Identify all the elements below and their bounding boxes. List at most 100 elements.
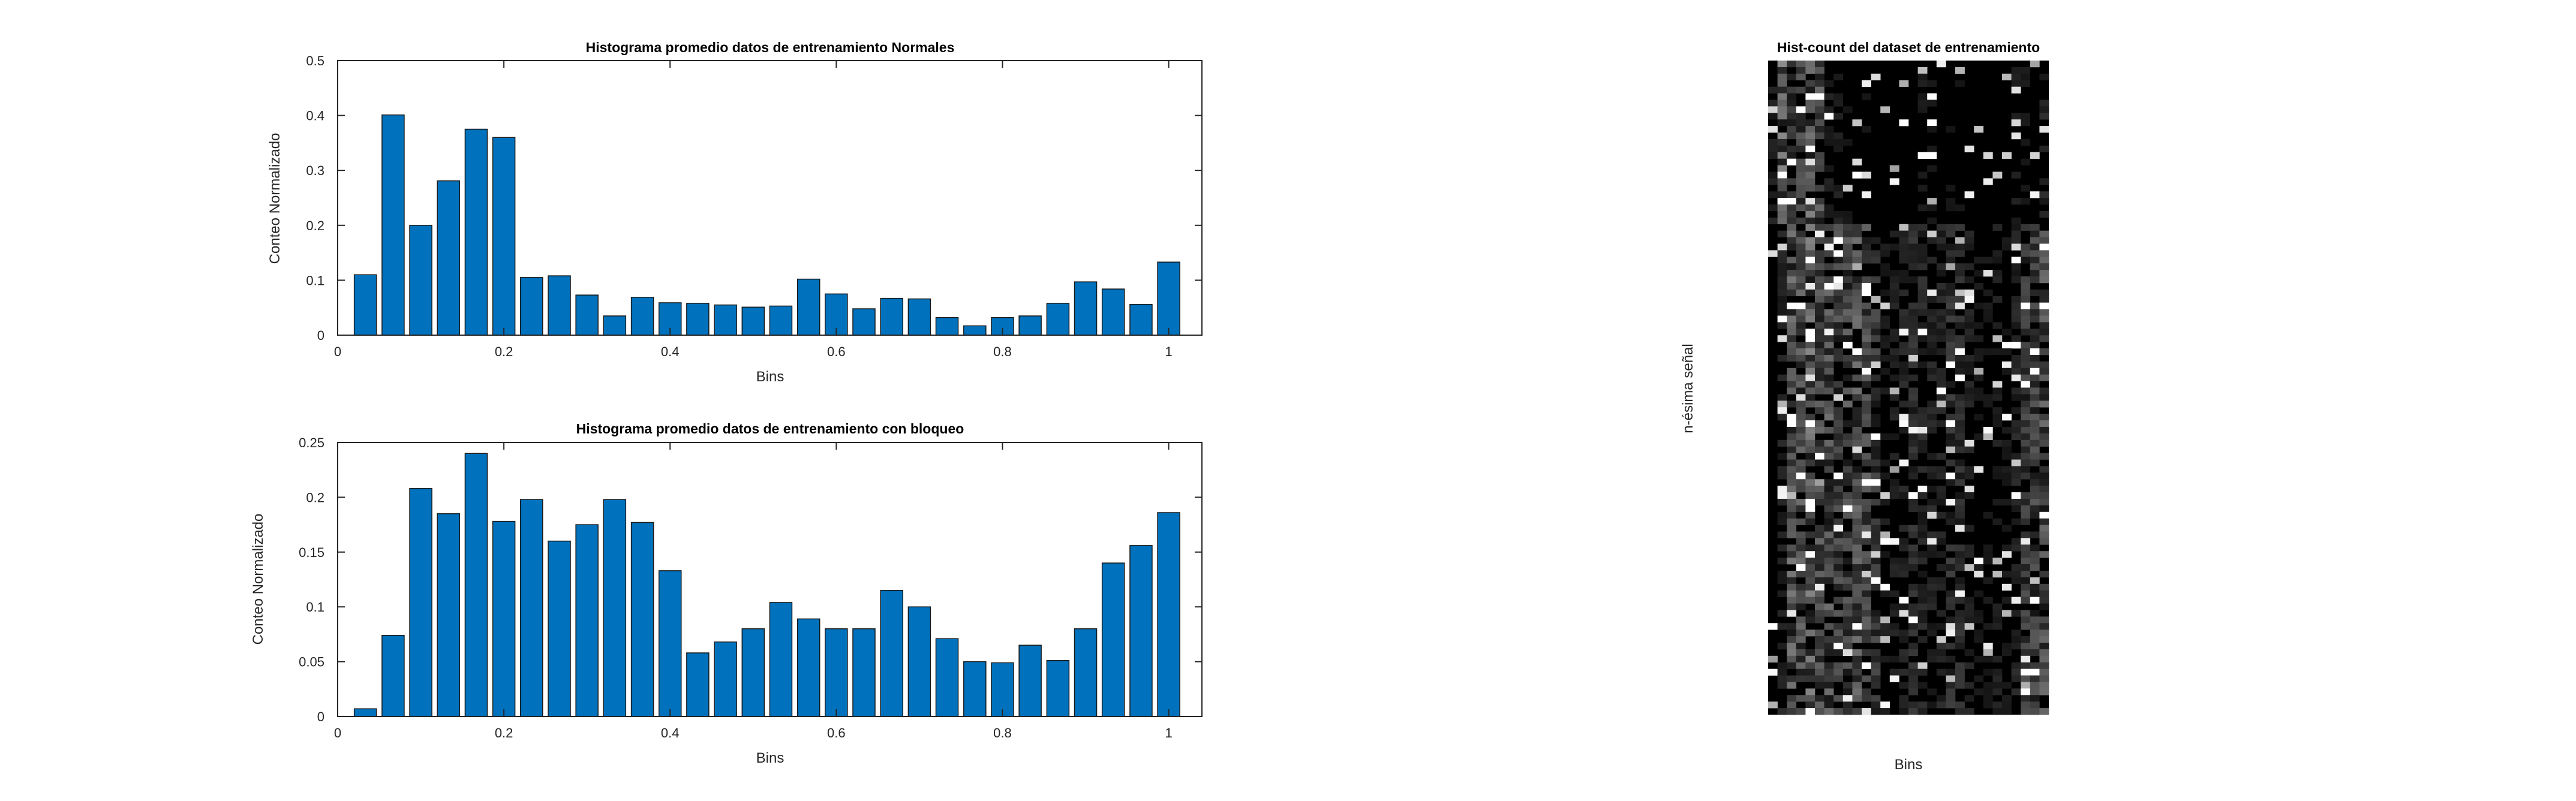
heat-cell xyxy=(1815,368,1824,375)
heat-cell xyxy=(1796,374,1806,381)
heat-cell xyxy=(1815,538,1824,545)
heat-cell xyxy=(1908,675,1918,682)
heat-cell xyxy=(1908,505,1918,513)
heat-cell xyxy=(1871,257,1881,264)
heat-cell xyxy=(1815,701,1824,709)
bar-1 xyxy=(381,114,405,336)
heat-cell xyxy=(1796,439,1806,447)
heat-cell xyxy=(1946,243,1956,251)
heat-cell xyxy=(1815,544,1824,552)
heat-cell xyxy=(1824,374,1834,381)
heat-cell xyxy=(1889,178,1899,185)
heat-cell xyxy=(1862,322,1871,329)
heat-cell xyxy=(2011,426,2021,434)
heat-cell xyxy=(2030,230,2040,237)
heat-cell xyxy=(1946,401,1956,408)
heat-cell xyxy=(2039,518,2049,525)
heat-cell xyxy=(1946,688,1956,695)
heat-cell xyxy=(1842,466,1853,473)
heat-cell xyxy=(2021,329,2031,336)
heat-cell xyxy=(1908,329,1918,336)
heat-cell xyxy=(1917,302,1928,309)
heat-cell xyxy=(1833,230,1844,237)
heat-cell xyxy=(2030,401,2040,408)
heat-cell xyxy=(1917,309,1928,316)
heat-cell xyxy=(1908,276,1918,284)
heat-cell xyxy=(1889,558,1899,565)
heat-cell xyxy=(1936,348,1946,356)
heat-cell xyxy=(1889,354,1899,362)
heat-cell xyxy=(1946,348,1956,356)
heat-cell xyxy=(2011,302,2021,309)
heat-cell xyxy=(1833,335,1844,342)
heat-cell xyxy=(1815,597,1824,604)
heat-cell xyxy=(1862,459,1871,466)
heat-cell xyxy=(1862,453,1871,460)
heat-cell xyxy=(2039,100,2049,107)
heat-cell xyxy=(1833,531,1844,538)
heat-cell xyxy=(1917,329,1928,336)
heat-cell xyxy=(1955,289,1965,297)
heat-cell xyxy=(1908,642,1918,650)
heat-cell xyxy=(2021,315,2031,323)
heat-cell xyxy=(2011,309,2021,316)
heat-cell xyxy=(1917,414,1928,421)
heat-cell xyxy=(1824,178,1834,185)
heat-cell xyxy=(1983,302,1993,309)
heat-cell xyxy=(2030,374,2040,381)
heat-cell xyxy=(1917,662,1928,669)
heat-cell xyxy=(1955,630,1965,637)
heat-cell xyxy=(1805,210,1815,218)
bar-6 xyxy=(519,277,543,336)
bar-25 xyxy=(1046,303,1070,336)
heat-cell xyxy=(1815,453,1824,460)
heat-cell xyxy=(1899,374,1909,381)
heat-cell xyxy=(1815,590,1824,597)
heat-cell xyxy=(2011,597,2021,604)
heat-cell xyxy=(1992,623,2003,630)
bar-14 xyxy=(741,306,765,336)
heat-cell xyxy=(1768,171,1778,179)
heat-cell xyxy=(1805,511,1815,519)
heat-cell xyxy=(1787,204,1797,212)
heat-cell xyxy=(1777,354,1787,362)
heat-cell xyxy=(1983,394,1993,401)
heat-cell xyxy=(1815,113,1824,120)
heat-cell xyxy=(1852,309,1862,316)
heat-cell xyxy=(1787,381,1797,388)
heat-cell xyxy=(1871,610,1881,617)
heat-cell xyxy=(1842,708,1853,715)
heat-cell xyxy=(1852,420,1862,427)
heat-cell xyxy=(2002,348,2012,356)
heat-cell xyxy=(1833,381,1844,388)
heat-cell xyxy=(1917,224,1928,231)
y-tick-label-1: 0.05 xyxy=(299,655,324,670)
heat-cell xyxy=(1946,472,1956,480)
heat-cell xyxy=(2002,479,2012,486)
heat-cell xyxy=(1852,289,1862,297)
heat-cell xyxy=(1936,381,1946,388)
heat-cell xyxy=(1871,466,1881,473)
heat-cell xyxy=(1777,171,1787,179)
heat-cell xyxy=(1862,472,1871,480)
heat-cell xyxy=(2021,368,2031,375)
heat-cell xyxy=(1974,348,1984,356)
heat-cell xyxy=(2002,649,2012,657)
heat-cell xyxy=(1842,309,1853,316)
heat-cell xyxy=(1862,374,1871,381)
heat-cell xyxy=(1833,329,1844,336)
heat-cell xyxy=(1842,420,1853,427)
heat-cell xyxy=(1964,466,1974,473)
heat-cell xyxy=(2030,191,2040,198)
heat-cell xyxy=(2030,564,2040,571)
heat-cell xyxy=(1796,558,1806,565)
heat-cell xyxy=(1842,276,1853,284)
heat-cell xyxy=(1833,315,1844,323)
heat-cell xyxy=(2039,276,2049,284)
heat-cell xyxy=(1805,329,1815,336)
heat-cell xyxy=(1777,191,1787,198)
heat-cell xyxy=(2021,401,2031,408)
heat-cell xyxy=(1889,466,1899,473)
heat-cell xyxy=(1862,361,1871,369)
heat-cell xyxy=(1880,270,1890,277)
